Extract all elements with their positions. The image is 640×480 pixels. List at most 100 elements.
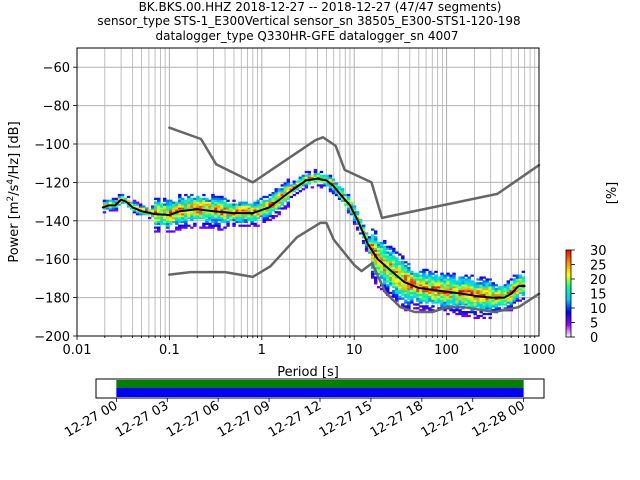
heatmap-cell xyxy=(434,299,438,302)
heatmap-cell xyxy=(446,286,450,289)
heatmap-cell xyxy=(413,276,417,279)
heatmap-cell xyxy=(319,180,324,183)
heatmap-cell xyxy=(386,261,390,264)
heatmap-cell xyxy=(187,215,191,218)
heatmap-cell xyxy=(443,278,447,281)
heatmap-cell xyxy=(157,199,161,202)
heatmap-cell xyxy=(319,186,324,189)
heatmap-cell xyxy=(476,293,480,296)
heatmap-cell xyxy=(479,303,483,306)
heatmap-cell xyxy=(458,303,462,306)
heatmap-cell xyxy=(220,197,224,200)
heatmap-cell xyxy=(392,291,396,295)
heatmap-cell xyxy=(283,192,287,195)
heatmap-cell xyxy=(160,205,164,208)
heatmap-cell xyxy=(449,295,453,298)
heatmap-cell xyxy=(208,222,212,225)
heatmap-cell xyxy=(491,282,495,285)
heatmap-cell xyxy=(153,216,158,220)
heatmap-cell xyxy=(422,289,426,293)
heatmap-cell xyxy=(160,218,164,222)
heatmap-cell xyxy=(280,203,284,206)
heatmap-cell xyxy=(470,291,474,295)
heatmap-cell xyxy=(229,209,233,212)
heatmap-cell xyxy=(328,190,333,193)
heatmap-cell xyxy=(169,211,173,214)
heatmap-cell xyxy=(419,295,423,298)
heatmap-cell xyxy=(386,286,390,289)
heatmap-cell xyxy=(304,174,309,177)
heatmap-cell xyxy=(515,291,520,295)
heatmap-cell xyxy=(443,299,447,302)
heatmap-cell xyxy=(223,197,227,200)
heatmap-cell xyxy=(250,203,254,206)
heatmap-cell xyxy=(295,182,300,185)
heatmap-cell xyxy=(461,289,465,293)
heatmap-cell xyxy=(307,182,312,185)
heatmap-cell xyxy=(286,188,291,191)
heatmap-cell xyxy=(401,282,405,285)
heatmap-cell xyxy=(443,295,447,298)
heatmap-cell xyxy=(467,280,471,283)
heatmap-cell xyxy=(202,216,206,220)
heatmap-cell xyxy=(310,186,315,189)
heatmap-cell xyxy=(280,197,284,200)
heatmap-cell xyxy=(464,282,468,285)
heatmap-cell xyxy=(292,193,297,197)
heatmap-cell xyxy=(250,215,254,218)
heatmap-cell xyxy=(114,207,119,210)
heatmap-cell xyxy=(518,274,523,277)
heatmap-cell xyxy=(458,284,462,287)
heatmap-cell xyxy=(244,224,248,227)
heatmap-cell xyxy=(274,193,278,197)
heatmap-cell xyxy=(178,201,182,204)
heatmap-cell xyxy=(431,280,435,283)
heatmap-cell xyxy=(172,205,176,208)
heatmap-cell xyxy=(373,278,378,281)
heatmap-cell xyxy=(102,203,107,206)
heatmap-cell xyxy=(289,195,294,199)
heatmap-cell xyxy=(440,282,444,285)
heatmap-cell xyxy=(461,314,465,318)
heatmap-cell xyxy=(410,282,414,285)
heatmap-cell xyxy=(383,240,387,243)
heatmap-cell xyxy=(464,278,468,281)
heatmap-cell xyxy=(509,305,514,308)
heatmap-cell xyxy=(178,226,182,229)
heatmap-cell xyxy=(370,266,375,270)
heatmap-cell xyxy=(446,299,450,302)
heatmap-cell xyxy=(389,251,393,254)
heatmap-cell xyxy=(196,213,200,216)
heatmap-cell xyxy=(217,205,221,208)
heatmap-cell xyxy=(386,289,390,293)
heatmap-cell xyxy=(419,280,423,283)
heatmap-cell xyxy=(461,284,465,287)
heatmap-cell xyxy=(392,257,396,260)
heatmap-cell xyxy=(395,295,399,298)
heatmap-cell xyxy=(256,205,260,208)
heatmap-cell xyxy=(503,288,508,291)
heatmap-cell xyxy=(458,276,462,279)
heatmap-cell xyxy=(205,199,209,202)
heatmap-cell xyxy=(217,207,221,210)
heatmap-cell xyxy=(431,276,435,279)
heatmap-cell xyxy=(464,301,468,304)
heatmap-cell xyxy=(244,218,248,222)
heatmap-cell xyxy=(404,305,408,308)
heatmap-cell xyxy=(232,205,236,208)
heatmap-cell xyxy=(482,284,486,287)
heatmap-cell xyxy=(464,289,468,293)
heatmap-cell xyxy=(190,203,194,206)
heatmap-cell xyxy=(464,299,468,302)
heatmap-cell xyxy=(482,280,486,283)
heatmap-cell xyxy=(163,197,167,200)
heatmap-cell xyxy=(470,274,474,277)
heatmap-cell xyxy=(404,264,408,268)
heatmap-cell xyxy=(377,263,381,266)
heatmap-cell xyxy=(437,307,441,310)
heatmap-cell xyxy=(398,288,402,291)
heatmap-cell xyxy=(404,276,408,279)
heatmap-cell xyxy=(259,197,263,200)
heatmap-cell xyxy=(455,288,459,291)
heatmap-cell xyxy=(443,297,447,300)
